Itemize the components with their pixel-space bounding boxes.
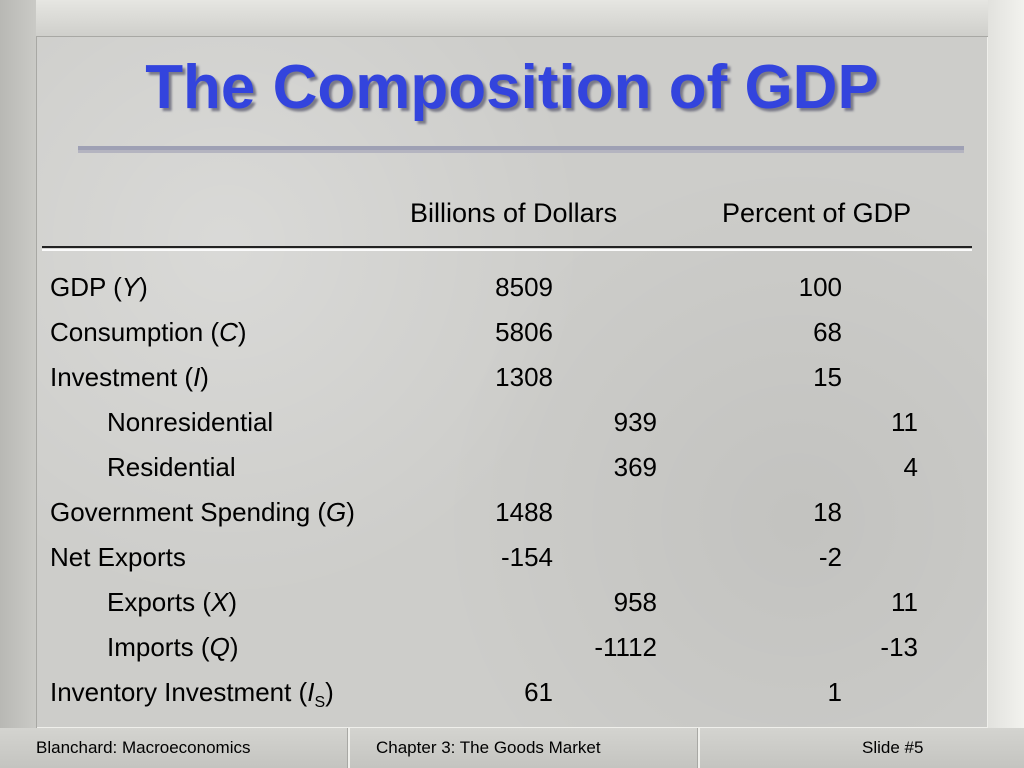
percent-sub-value: 11 <box>891 407 918 437</box>
table-row: Imports (Q) -1112 -13 <box>0 632 1024 672</box>
table-row: GDP (Y) 8509 100 <box>0 272 1024 312</box>
billions-value: -154 <box>500 542 553 572</box>
table-row: Government Spending (G) 1488 18 <box>0 497 1024 537</box>
percent-value: 18 <box>813 497 842 527</box>
percent-sub-value: -13 <box>880 632 918 662</box>
row-label: Imports (Q) <box>107 632 239 662</box>
footer-divider <box>348 728 350 768</box>
table-row: Net Exports -154 -2 <box>0 542 1024 582</box>
row-label: Government Spending (G) <box>50 497 355 527</box>
table-row: Exports (X) 958 11 <box>0 587 1024 627</box>
row-label: GDP (Y) <box>50 272 148 302</box>
row-label: Investment (I) <box>50 362 209 392</box>
billions-sub-value: 958 <box>613 587 657 617</box>
footer-center: Chapter 3: The Goods Market <box>376 738 601 757</box>
billions-value: 5806 <box>495 317 553 347</box>
billions-value: 1308 <box>495 362 553 392</box>
percent-sub-value: 4 <box>903 452 918 482</box>
frame-bevel-bottom <box>0 728 1024 768</box>
slide-panel <box>36 36 988 728</box>
billions-sub-value: -1112 <box>594 632 657 662</box>
column-header-percent: Percent of GDP <box>722 198 912 228</box>
table-row: Residential 369 4 <box>0 452 1024 492</box>
slide-title: The Composition of GDP <box>145 53 879 122</box>
percent-value: 68 <box>813 317 842 347</box>
row-label: Exports (X) <box>107 587 238 617</box>
billions-value: 8509 <box>495 272 553 302</box>
row-label: Inventory Investment (IS) <box>50 677 334 712</box>
billions-value: 61 <box>524 677 553 707</box>
row-label: Residential <box>107 452 236 482</box>
frame-bevel-left <box>0 0 36 768</box>
table-row: Investment (I) 1308 15 <box>0 362 1024 402</box>
title-underline <box>78 146 964 150</box>
footer-divider <box>698 728 700 768</box>
row-label: Nonresidential <box>107 407 274 437</box>
billions-value: 1488 <box>495 497 553 527</box>
slide-footer: Blanchard: Macroeconomics Chapter 3: The… <box>0 728 1024 768</box>
percent-value: 1 <box>827 677 842 707</box>
percent-value: 100 <box>798 272 842 302</box>
percent-value: -2 <box>818 542 842 572</box>
frame-bevel-right <box>988 0 1024 768</box>
footer-right: Slide #5 <box>862 738 924 757</box>
billions-sub-value: 939 <box>613 407 657 437</box>
footer-left: Blanchard: Macroeconomics <box>36 738 251 757</box>
frame-bevel-top <box>0 0 1024 36</box>
table-row: Inventory Investment (IS) 61 1 <box>0 677 1024 717</box>
percent-value: 15 <box>813 362 842 392</box>
table-row: Nonresidential 939 11 <box>0 407 1024 447</box>
row-label: Net Exports <box>50 542 186 572</box>
table-row: Consumption (C) 5806 68 <box>0 317 1024 357</box>
column-header-billions: Billions of Dollars <box>410 198 618 228</box>
header-rule <box>42 246 972 248</box>
billions-sub-value: 369 <box>613 452 657 482</box>
row-label: Consumption (C) <box>50 317 247 347</box>
percent-sub-value: 11 <box>891 587 918 617</box>
